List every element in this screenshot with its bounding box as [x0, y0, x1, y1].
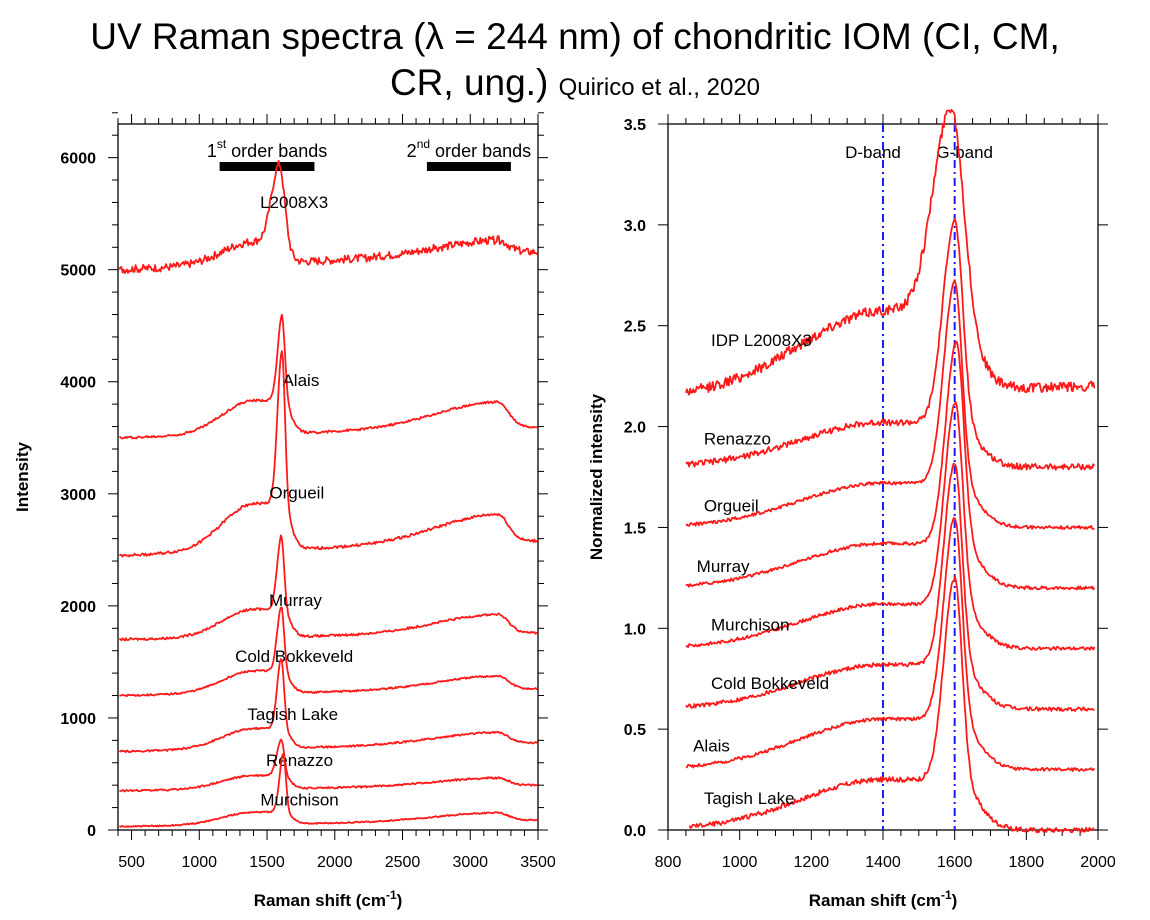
spectrum-line: [685, 462, 1095, 712]
x-axis-label: Raman shift (cm-1): [809, 888, 958, 910]
spectrum-line: [685, 108, 1096, 396]
series-label: Alais: [693, 736, 730, 755]
x-tick-label: 1200: [794, 854, 830, 871]
series-label: Orgueil: [269, 483, 324, 502]
series-label: Tagish Lake: [704, 789, 795, 808]
band-label: G-band: [936, 143, 993, 162]
y-tick-label: 6000: [60, 151, 96, 168]
y-tick-label: 4000: [60, 375, 96, 392]
x-tick-label: 1400: [865, 854, 901, 871]
series-label: Orgueil: [704, 496, 759, 515]
y-tick-label: 0.5: [624, 722, 646, 739]
spectrum-line: [118, 313, 539, 440]
chart-panel-2: 800 1000 1200 1400 1600 1800 2000 0.0 0.5 1.0 1.5 2…: [587, 108, 1116, 910]
spectrum-line: [685, 517, 1096, 772]
spectrum-line: [119, 606, 539, 698]
series-label: Murray: [697, 557, 750, 576]
series-label: Alais: [282, 371, 319, 390]
chart-panel-1: 500 1000 1500 2000 2500 3000 3500 0 1000 2000 3000…: [13, 112, 556, 910]
chart-title-line2: CR, ung.) Quirico et al., 2020: [0, 62, 1150, 104]
spectrum-line: [118, 350, 539, 558]
x-tick-label: 800: [655, 854, 682, 871]
x-tick-label: 1800: [1009, 854, 1045, 871]
x-tick-label: 1600: [937, 854, 973, 871]
spectrum-line: [119, 738, 538, 793]
band-label: D-band: [845, 143, 901, 162]
citation: Quirico et al., 2020: [558, 74, 761, 101]
spectrum-line: [685, 340, 1096, 591]
x-tick-label: 2000: [317, 854, 353, 871]
band-range-bar: [426, 162, 511, 171]
plot-frame: [117, 123, 539, 831]
series-label: Renazzo: [704, 430, 771, 449]
series-label: Cold Bokkeveld: [235, 647, 353, 666]
y-axis-label: Normalized intensity: [587, 393, 606, 560]
series-label: Murray: [269, 591, 322, 610]
series-label: Murchison: [260, 790, 338, 809]
x-tick-label: 1000: [722, 854, 758, 871]
series-label: L2008X3: [260, 193, 328, 212]
series-label: Cold Bokkeveld: [711, 674, 829, 693]
x-tick-label: 1500: [249, 854, 285, 871]
spectrum-line: [118, 534, 538, 642]
y-tick-label: 3.5: [624, 117, 646, 134]
y-tick-label: 2.5: [624, 319, 646, 336]
spectrum-line: [685, 400, 1096, 651]
y-tick-label: 1.5: [624, 520, 646, 537]
x-tick-label: 1000: [181, 854, 217, 871]
x-tick-label: 500: [118, 854, 145, 871]
x-axis-label: Raman shift (cm-1): [254, 888, 403, 910]
series-label: IDP L2008X3: [711, 331, 812, 350]
spectrum-line: [118, 658, 539, 754]
x-tick-label: 3500: [520, 854, 556, 871]
x-tick-label: 2500: [385, 854, 421, 871]
y-tick-label: 2000: [60, 599, 96, 616]
spectrum-line: [118, 753, 539, 828]
spectrum-line: [685, 279, 1095, 530]
chart-title-line1: UV Raman spectra (λ = 244 nm) of chondri…: [90, 16, 1060, 57]
series-label: Renazzo: [266, 751, 333, 770]
series-label: Murchison: [711, 615, 789, 634]
series-label: Tagish Lake: [247, 705, 338, 724]
spectrum-line: [118, 159, 539, 275]
band-range-label: 2nd order bands: [407, 137, 531, 161]
band-range-bar: [219, 162, 315, 171]
band-range-label: 1st order bands: [207, 137, 327, 161]
x-tick-label: 3000: [452, 854, 488, 871]
y-tick-label: 3000: [60, 487, 96, 504]
y-tick-label: 1000: [60, 711, 96, 728]
y-tick-label: 0.0: [624, 823, 646, 840]
y-tick-label: 5000: [60, 263, 96, 280]
x-tick-label: 2000: [1080, 854, 1116, 871]
y-tick-label: 1.0: [624, 621, 646, 638]
y-tick-label: 3.0: [624, 218, 646, 235]
spectrum-line: [688, 575, 1095, 834]
y-tick-label: 2.0: [624, 420, 646, 437]
y-axis-label: Intensity: [13, 442, 32, 512]
y-tick-label: 0: [87, 823, 96, 840]
spectrum-line: [685, 218, 1096, 471]
chart-title-line2-text: CR, ung.): [389, 62, 549, 103]
